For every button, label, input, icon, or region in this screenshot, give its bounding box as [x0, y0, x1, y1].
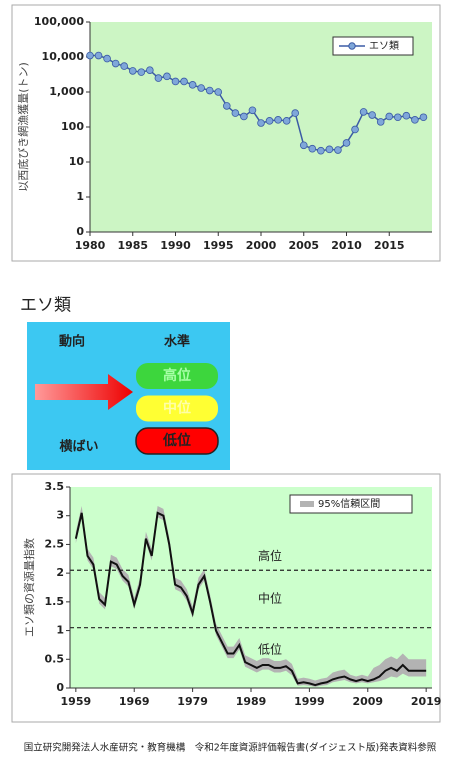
- legend-box: [332, 36, 414, 56]
- zone-label: 中位: [258, 590, 282, 605]
- data-point: [402, 111, 411, 120]
- data-point: [188, 81, 197, 89]
- legend-label: エソ類: [369, 40, 399, 52]
- y-tick-label: 1: [56, 624, 64, 637]
- data-point: [223, 102, 231, 110]
- x-tick-label: 1989: [236, 695, 267, 708]
- y-tick-label: 3.5: [45, 480, 65, 493]
- data-point: [86, 51, 94, 60]
- data-point: [248, 106, 257, 115]
- data-point: [419, 113, 428, 122]
- zone-label: 高位: [258, 548, 282, 563]
- legend-swatch: [300, 501, 314, 507]
- y-tick-label: 1,000: [49, 85, 84, 98]
- data-point: [291, 109, 300, 117]
- data-point: [265, 117, 274, 125]
- data-point: [120, 62, 128, 70]
- y-tick-label: 100,000: [34, 15, 84, 28]
- data-point: [163, 72, 171, 81]
- y-tick-label: 2: [56, 566, 64, 579]
- data-point: [282, 117, 291, 125]
- y-tick-label: 1: [76, 190, 84, 203]
- plot-area: [90, 22, 432, 232]
- data-point: [317, 146, 325, 155]
- x-tick-label: 2000: [246, 239, 277, 252]
- level-label: 中位: [163, 400, 191, 417]
- data-point: [197, 84, 205, 92]
- series-line: [74, 511, 427, 687]
- data-point: [342, 139, 351, 147]
- data-point: [146, 66, 154, 74]
- y-tick-label: 10,000: [42, 50, 85, 63]
- y-axis-title: 以西底びき網漁獲量(トン): [16, 62, 30, 192]
- data-point: [94, 51, 103, 60]
- data-point: [411, 116, 419, 124]
- section-title: エソ類: [20, 296, 71, 316]
- data-point: [214, 88, 223, 96]
- series-line: [90, 54, 424, 152]
- level-pill: [136, 395, 218, 422]
- level-heading: 水準: [164, 334, 190, 350]
- x-tick-label: 1969: [119, 695, 150, 708]
- data-point: [299, 141, 308, 150]
- data-point: [240, 112, 248, 121]
- legend-marker: [348, 42, 356, 50]
- data-point: [137, 68, 146, 76]
- trend-value: 横ばい: [59, 439, 98, 455]
- y-tick-label: 3: [56, 509, 64, 522]
- y-tick-label: 0: [56, 681, 64, 694]
- y-tick-label: 1.5: [45, 595, 65, 608]
- plot-area: [70, 487, 432, 688]
- data-point: [274, 116, 282, 124]
- data-point: [308, 144, 317, 153]
- x-tick-label: 1995: [203, 239, 234, 252]
- x-tick-label: 1999: [294, 695, 325, 708]
- data-point: [180, 77, 188, 86]
- x-tick-label: 1979: [177, 695, 208, 708]
- data-point: [351, 125, 359, 134]
- data-point: [385, 112, 394, 121]
- x-tick-label: 2005: [288, 239, 319, 252]
- x-tick-label: 2015: [374, 239, 405, 252]
- data-point: [376, 118, 385, 126]
- trend-arrow: [35, 374, 133, 410]
- x-tick-label: 2010: [331, 239, 362, 252]
- level-pill: [136, 363, 218, 389]
- x-tick-label: 1959: [61, 695, 92, 708]
- y-tick-label: 100: [61, 120, 84, 133]
- data-point: [368, 111, 376, 119]
- trend-heading: 動向: [59, 334, 85, 350]
- data-point: [257, 119, 265, 127]
- data-point: [154, 74, 163, 82]
- y-tick-label: 2.5: [45, 537, 65, 550]
- data-point: [334, 146, 342, 154]
- data-point: [111, 59, 120, 68]
- data-point: [205, 86, 214, 95]
- x-tick-label: 2009: [352, 695, 383, 708]
- level-label: 高位: [163, 367, 191, 384]
- data-point: [171, 77, 180, 86]
- data-point: [393, 113, 402, 122]
- x-tick-label: 2019: [411, 695, 442, 708]
- y-axis-title: エソ類の資源量指数: [22, 538, 36, 637]
- legend-label: 95%信頼区間: [318, 498, 380, 510]
- data-point: [103, 54, 111, 63]
- y-tick-label: 10: [69, 155, 85, 168]
- level-label: 低位: [162, 432, 191, 449]
- data-point: [359, 108, 368, 116]
- x-tick-label: 1990: [160, 239, 191, 252]
- data-point: [231, 109, 240, 117]
- y-tick-label: 0: [76, 225, 84, 238]
- data-point: [128, 67, 137, 75]
- footer: 国立研究開発法人水産研究・教育機構 令和2年度資源評価報告書(ダイジェスト版)発…: [24, 742, 437, 754]
- zone-label: 低位: [258, 641, 282, 656]
- data-point: [325, 145, 334, 154]
- y-tick-label: 0.5: [45, 652, 65, 665]
- legend-box: [289, 494, 413, 514]
- x-tick-label: 1985: [117, 239, 148, 252]
- x-tick-label: 1980: [75, 239, 106, 252]
- level-pill: [135, 427, 219, 455]
